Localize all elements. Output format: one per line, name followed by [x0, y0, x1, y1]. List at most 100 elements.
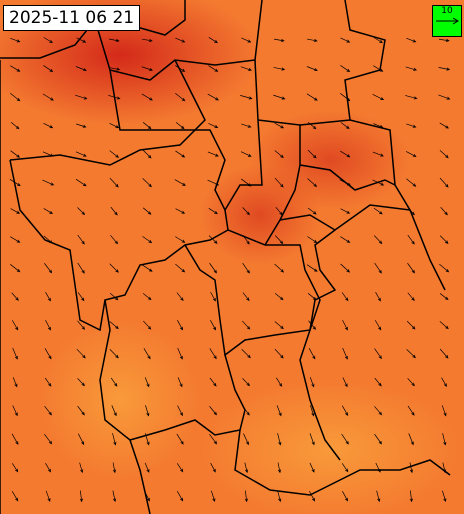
wind-arrow: [276, 405, 282, 417]
wind-arrow: [242, 207, 250, 216]
wind-arrow: [108, 67, 121, 71]
wind-arrow: [340, 208, 351, 214]
wind-arrow: [42, 93, 54, 101]
wind-arrow: [12, 347, 18, 360]
legend-label: 10: [441, 6, 453, 16]
wind-arrow: [342, 319, 348, 331]
wind-arrow: [141, 66, 153, 71]
wind-arrow: [11, 433, 19, 445]
wind-arrow: [45, 291, 51, 302]
wind-arrow: [44, 377, 52, 387]
wind-arrow: [75, 178, 87, 187]
wind-arrow: [373, 37, 383, 44]
wind-arrow: [342, 347, 348, 360]
wind-arrow: [10, 236, 21, 243]
wind-arrow: [242, 405, 250, 416]
wind-arrow: [309, 377, 315, 388]
wind-arrow: [176, 292, 184, 302]
wind-arrow: [439, 150, 449, 159]
wind-arrow: [211, 490, 216, 503]
wind-arrow: [175, 236, 186, 243]
wind-arrow: [110, 377, 118, 387]
wind-arrow: [409, 490, 413, 503]
wind-arrow: [110, 235, 119, 245]
wind-arrow: [112, 490, 117, 503]
wind-arrow: [307, 149, 317, 159]
wind-arrow: [341, 405, 349, 416]
wind-arrow: [175, 37, 186, 43]
wind-arrow: [274, 348, 284, 359]
wind-arrow: [77, 433, 85, 446]
cool-area: [40, 320, 200, 480]
wind-arrow: [109, 292, 119, 301]
wind-arrow: [144, 377, 150, 388]
wind-arrow: [108, 94, 121, 100]
wind-arrow: [439, 177, 449, 188]
wind-arrow: [142, 236, 153, 244]
wind-arrow: [175, 263, 186, 273]
wind-arrow: [176, 463, 184, 473]
wind-arrow: [75, 66, 87, 72]
wind-arrow: [374, 433, 382, 445]
wind-arrow: [341, 292, 349, 302]
wind-arrow: [77, 292, 85, 302]
wind-arrow: [374, 348, 382, 360]
wind-arrows: [9, 37, 451, 503]
wind-arrow: [142, 207, 152, 215]
wind-arrow: [75, 151, 87, 157]
borders: [0, 0, 451, 514]
wind-arrow: [42, 151, 54, 157]
wind-arrow: [274, 263, 285, 273]
wind-arrow: [309, 490, 315, 502]
wind-arrow: [342, 377, 348, 388]
wind-arrow: [374, 377, 382, 387]
wind-arrow: [308, 320, 317, 330]
wind-arrow: [340, 37, 351, 43]
wind-arrow: [438, 94, 451, 100]
wind-arrow: [406, 320, 416, 330]
wind-arrow: [242, 320, 251, 330]
wind-arrow: [44, 348, 52, 360]
wind-arrow: [143, 320, 152, 330]
wind-arrow: [207, 179, 220, 186]
wind-arrow: [273, 67, 286, 71]
wind-arrow: [244, 462, 249, 474]
wind-arrow: [143, 348, 151, 360]
wind-arrow: [177, 405, 183, 417]
wind-arrow: [10, 37, 21, 43]
wind-arrow: [175, 65, 186, 72]
wind-arrow: [309, 462, 315, 473]
wind-arrow: [43, 235, 53, 244]
wind-arrow: [208, 235, 218, 244]
wind-arrow: [373, 235, 383, 245]
wind-arrow: [407, 405, 415, 416]
wind-arrow: [44, 263, 53, 274]
wind-arrow: [208, 37, 218, 44]
wind-arrow: [241, 123, 252, 128]
wind-arrow: [372, 94, 385, 101]
wind-arrow: [109, 38, 120, 43]
wind-arrow: [407, 292, 415, 301]
wind-arrow: [276, 377, 283, 387]
wind-arrow: [309, 433, 315, 446]
wind-arrow: [142, 122, 152, 130]
wind-arrow: [10, 150, 21, 158]
wind-arrow: [306, 264, 318, 272]
wind-arrow: [77, 320, 86, 330]
legend-arrow: [436, 17, 459, 25]
wind-arrow: [274, 38, 285, 43]
wind-arrow: [43, 37, 53, 44]
wind-arrow: [142, 293, 152, 301]
wind-arrow: [340, 236, 351, 243]
wind-arrow: [374, 406, 383, 416]
wind-arrow: [42, 179, 55, 186]
wind-arrow: [79, 490, 83, 503]
wind-arrow: [274, 321, 284, 330]
wind-arrow: [77, 262, 85, 274]
wind-arrow: [142, 38, 153, 42]
wind-arrow: [439, 263, 450, 273]
wind-arrow: [210, 462, 216, 473]
hot-area: [0, 0, 260, 125]
wind-arrow: [10, 93, 21, 102]
wind-arrow: [240, 151, 252, 157]
